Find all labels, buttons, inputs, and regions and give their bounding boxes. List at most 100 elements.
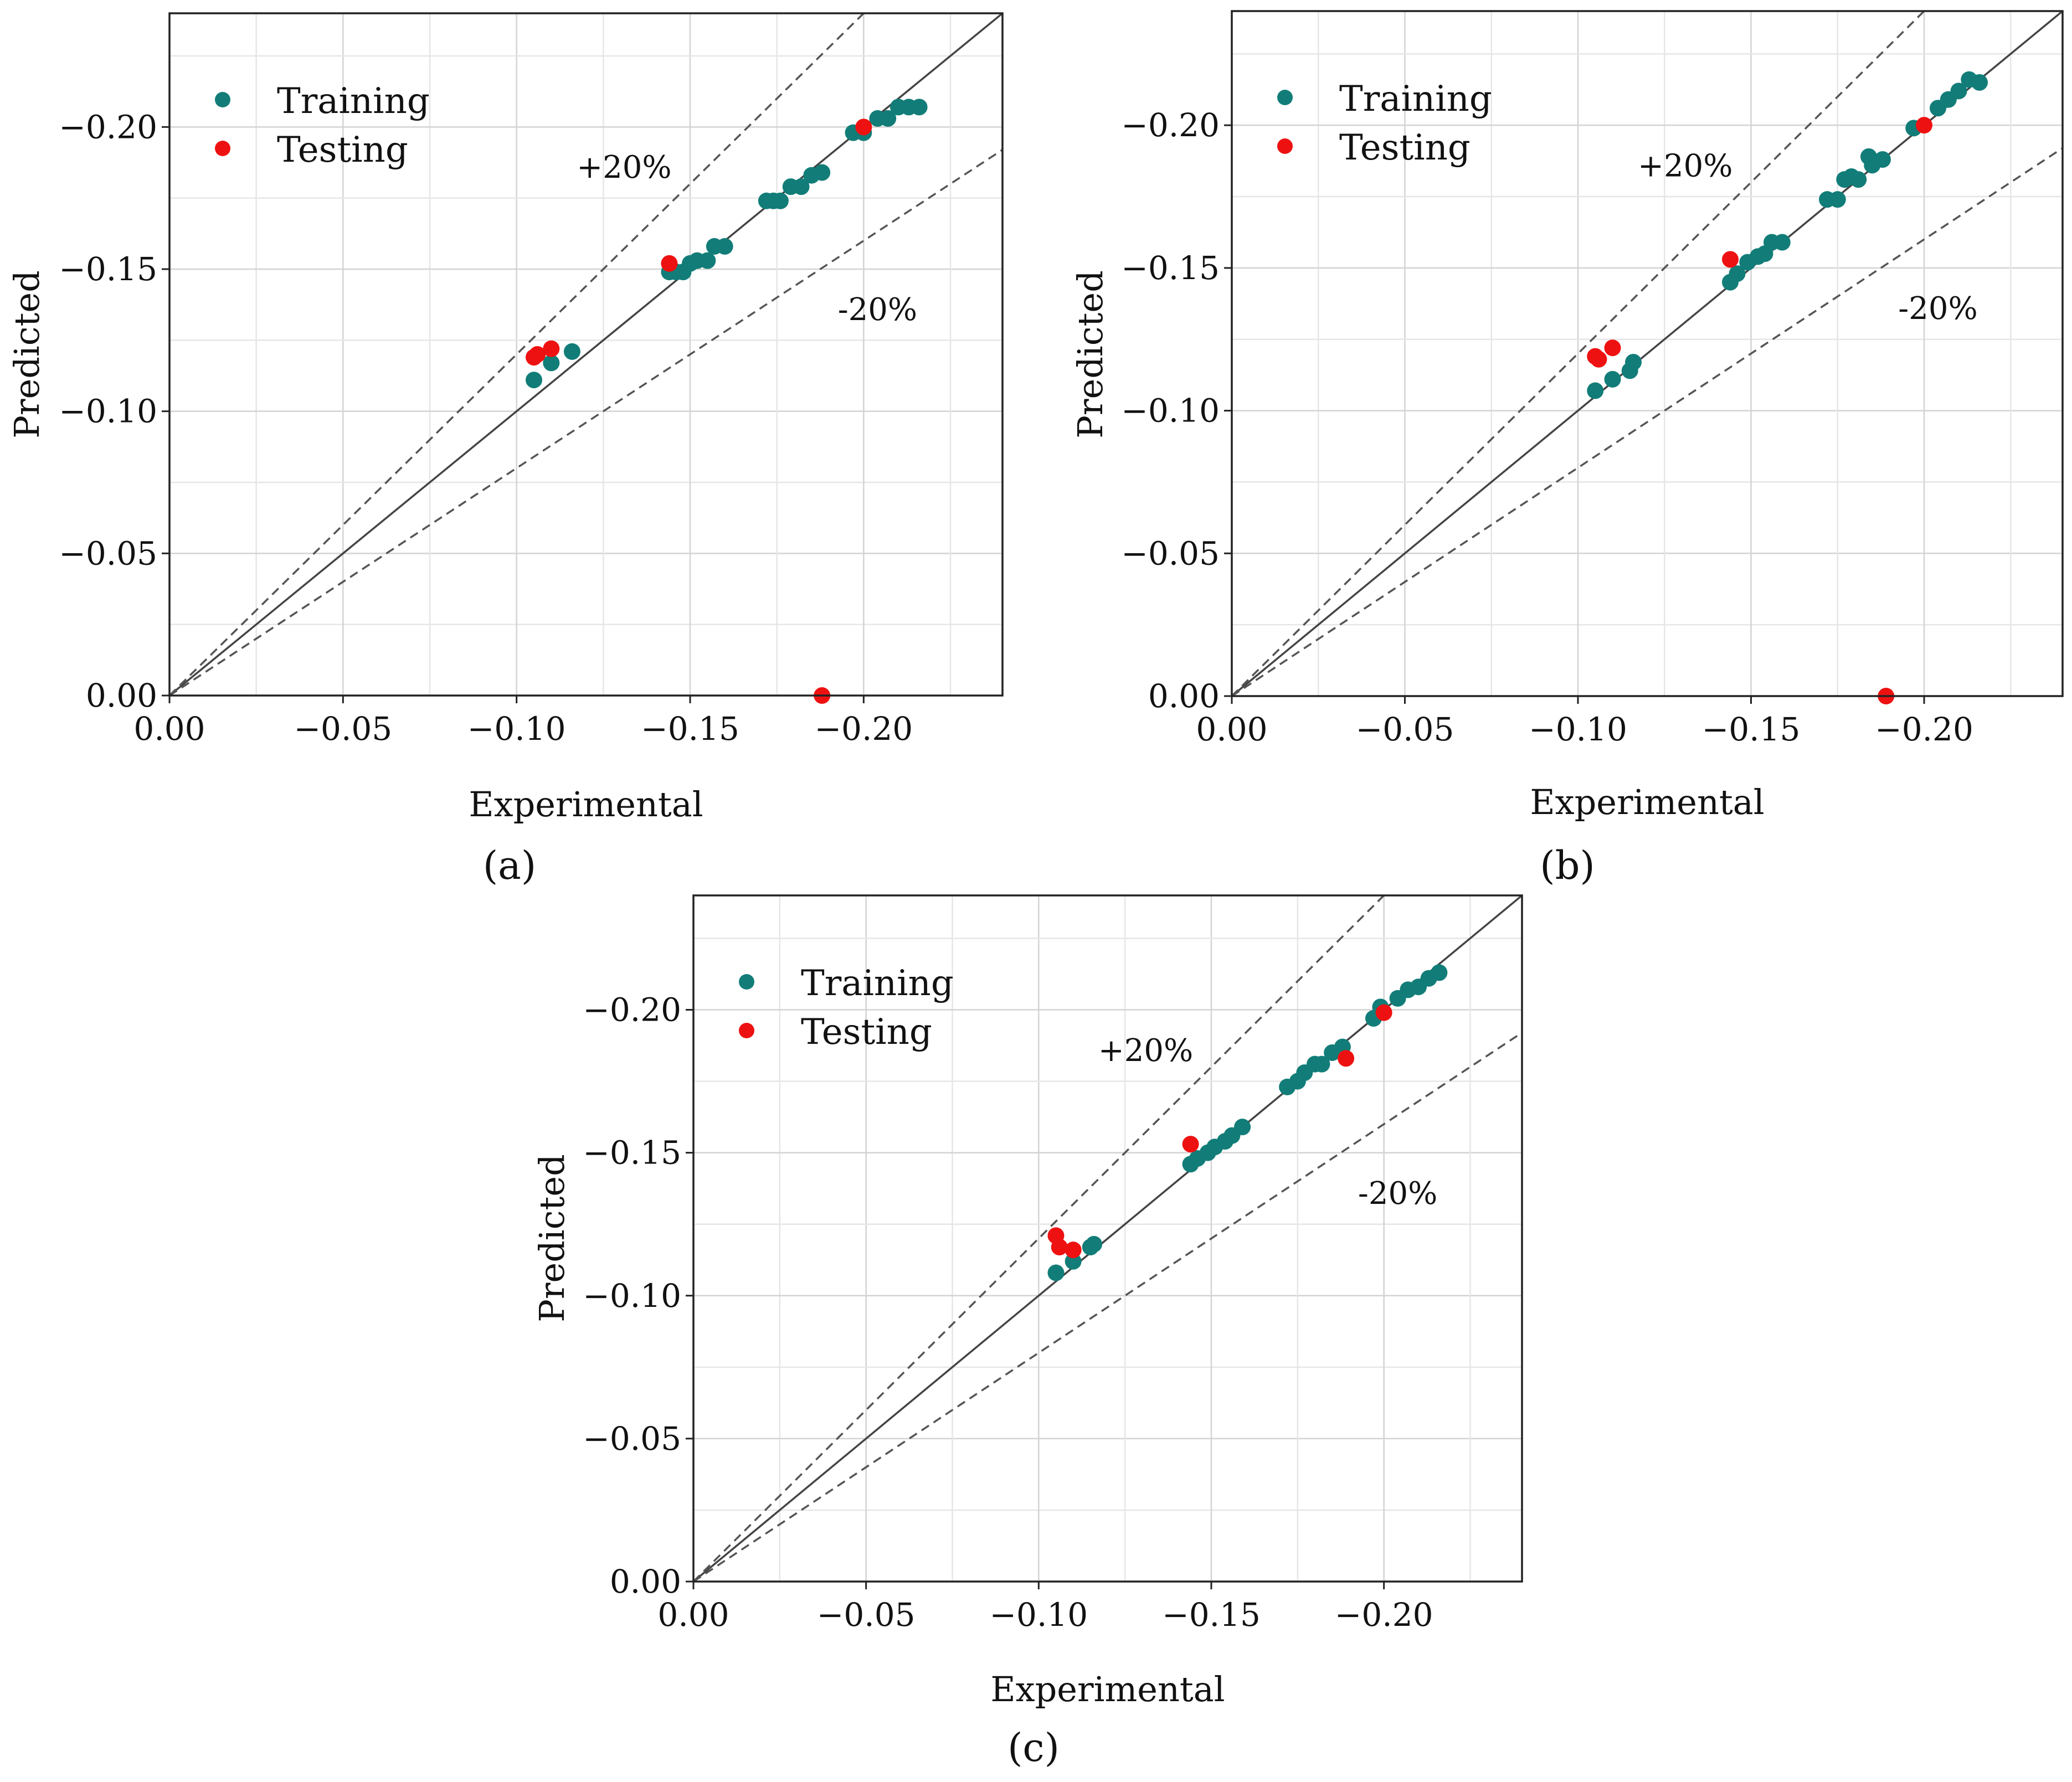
plot-area: +20% -20% 0.00 −0.05 −0.10 −0.15 −0.20 0.00 −0.0… <box>583 894 1523 1634</box>
x-tick-label: −0.05 <box>294 710 392 748</box>
y-axis-title: Predicted <box>532 1154 572 1322</box>
data-point <box>661 255 678 272</box>
x-tick-label: −0.15 <box>1702 710 1801 748</box>
x-tick-label: −0.20 <box>814 710 913 748</box>
y-tick-label: −0.15 <box>583 1134 681 1172</box>
data-point <box>814 164 831 181</box>
data-point <box>880 110 897 127</box>
panel-label: (a) <box>483 843 536 888</box>
axes: 0.00 −0.05 −0.10 −0.15 −0.20 0.00 −0.05 −0.10 −0… <box>1121 106 1973 748</box>
grid-lines <box>1232 11 2063 696</box>
data-point <box>772 192 789 209</box>
data-point <box>1375 1004 1392 1021</box>
band-label-plus-20: +20% <box>1098 1033 1193 1069</box>
x-axis-title: Experimental <box>1530 782 1764 822</box>
data-point <box>563 343 580 360</box>
y-axis-title: Predicted <box>1070 270 1110 439</box>
legend-item-training: Training <box>1277 79 1492 120</box>
data-point <box>1047 1264 1065 1281</box>
y-tick-label: −0.10 <box>1121 392 1220 430</box>
data-point <box>1086 1235 1103 1253</box>
plot-frame <box>168 12 1004 697</box>
data-point <box>1950 83 1967 100</box>
y-tick-label: −0.15 <box>1121 249 1220 287</box>
x-tick-label: −0.05 <box>817 1596 916 1634</box>
y-tick-label: 0.00 <box>1148 677 1220 715</box>
band-label-plus-20: +20% <box>577 150 671 186</box>
x-tick-label: 0.00 <box>133 710 205 748</box>
legend-marker <box>1277 138 1293 154</box>
plus-20-percent-line <box>693 895 1386 1582</box>
series-testing <box>526 119 872 704</box>
plot-frame <box>692 894 1523 1583</box>
data-point <box>793 178 810 195</box>
series-training <box>1587 71 1988 399</box>
legend-label: Testing <box>1339 127 1471 168</box>
panel-label: (b) <box>1540 843 1595 888</box>
x-tick-label: 0.00 <box>1196 710 1267 748</box>
legend-label: Testing <box>277 130 408 171</box>
legend: Training Testing <box>1277 79 1492 168</box>
x-tick-label: 0.00 <box>657 1596 729 1634</box>
data-point <box>1729 265 1746 282</box>
data-point <box>1065 1253 1082 1270</box>
x-tick-label: −0.20 <box>1335 1596 1433 1634</box>
data-point <box>1182 1136 1199 1153</box>
data-point <box>1604 339 1621 357</box>
data-point <box>699 252 716 269</box>
data-point <box>1234 1119 1251 1136</box>
data-point <box>1874 151 1891 168</box>
legend-label: Testing <box>801 1012 932 1053</box>
legend-marker <box>215 141 230 156</box>
data-point <box>1587 382 1604 399</box>
data-point <box>1338 1050 1355 1067</box>
y-tick-label: 0.00 <box>610 1563 681 1600</box>
plot-area: +20% -20% 0.00 −0.05 −0.10 −0.15 −0.20 0.00 −0.0… <box>1121 10 2064 748</box>
data-point <box>1625 353 1642 370</box>
data-point <box>911 99 928 116</box>
data-point <box>1051 1238 1068 1255</box>
band-label-minus-20: -20% <box>1358 1176 1437 1212</box>
series-testing <box>1587 117 1932 704</box>
legend: Training Testing <box>215 81 430 171</box>
x-tick-label: −0.15 <box>1162 1596 1261 1634</box>
data-point <box>529 346 546 363</box>
plot-area: +20% -20% 0.00 −0.05 −0.10 −0.15 −0.20 0.00 −0.0… <box>59 12 1004 748</box>
data-point <box>855 119 872 136</box>
y-tick-label: −0.20 <box>1121 106 1220 144</box>
x-tick-label: −0.10 <box>1529 710 1627 748</box>
data-point <box>1829 191 1846 208</box>
x-tick-label: −0.10 <box>467 710 566 748</box>
data-point <box>1604 370 1621 388</box>
legend-marker <box>739 974 754 990</box>
legend-item-training: Training <box>215 81 430 122</box>
y-tick-label: −0.05 <box>583 1420 681 1457</box>
plot-frame <box>1231 10 2064 697</box>
y-tick-label: −0.15 <box>59 250 157 288</box>
panel-label: (c) <box>1007 1725 1060 1770</box>
data-point <box>543 354 560 372</box>
data-point <box>526 372 542 389</box>
y-tick-label: −0.05 <box>1121 534 1220 572</box>
y-tick-label: −0.10 <box>583 1277 681 1315</box>
chart-panel-a: +20% -20% 0.00 −0.05 −0.10 −0.15 −0.20 0.00 −0.0… <box>7 12 1004 888</box>
minus-20-percent-line <box>169 148 1002 696</box>
x-tick-label: −0.10 <box>989 1596 1088 1634</box>
band-label-plus-20: +20% <box>1638 148 1732 184</box>
data-point <box>1916 117 1932 134</box>
legend-item-testing: Testing <box>1277 127 1471 168</box>
axes: 0.00 −0.05 −0.10 −0.15 −0.20 0.00 −0.05 −0.10 −0… <box>59 108 913 748</box>
data-point <box>1313 1055 1330 1073</box>
axes: 0.00 −0.05 −0.10 −0.15 −0.20 0.00 −0.05 −0.10 −0… <box>583 991 1433 1634</box>
legend: Training Testing <box>739 963 954 1053</box>
legend-marker <box>215 92 230 107</box>
data-point <box>1431 964 1448 981</box>
minus-20-percent-line <box>693 1032 1522 1582</box>
legend-item-training: Training <box>739 963 954 1004</box>
x-tick-label: −0.15 <box>641 710 739 748</box>
legend-label: Training <box>277 81 430 122</box>
chart-panel-b: +20% -20% 0.00 −0.05 −0.10 −0.15 −0.20 0.00 −0.0… <box>1070 10 2064 888</box>
data-point <box>543 340 560 357</box>
band-label-minus-20: -20% <box>1898 291 1977 327</box>
